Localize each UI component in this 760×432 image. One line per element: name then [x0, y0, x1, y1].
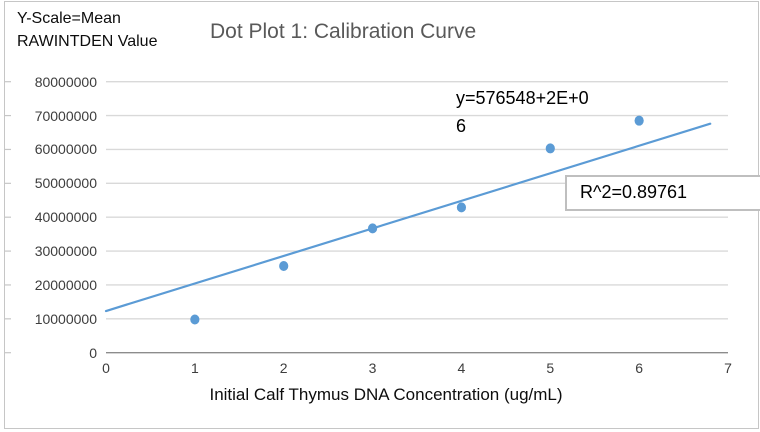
- y-tick-label-20000000: 20000000: [34, 276, 97, 293]
- data-point-x3[interactable]: [367, 223, 378, 234]
- r-squared-textbox[interactable]: R^2=0.89761: [565, 175, 760, 211]
- y-scale-note-line2: RAWINTDEN Value: [17, 33, 158, 50]
- y-tick-label-30000000: 30000000: [34, 243, 97, 260]
- x-tick-label-4: 4: [457, 360, 466, 376]
- r-squared-value: R^2=0.89761: [580, 182, 688, 202]
- y-scale-note-line1: Y-Scale=Mean: [17, 10, 121, 27]
- x-tick-label-2: 2: [279, 360, 288, 376]
- y-tick-label-0: 0: [89, 344, 97, 361]
- x-tick-label-1: 1: [190, 360, 199, 376]
- data-point-x6[interactable]: [634, 115, 644, 126]
- equation-line1: y=576548+2E+0: [456, 88, 589, 108]
- x-axis-title[interactable]: Initial Calf Thymus DNA Concentration (u…: [209, 385, 563, 404]
- chart-border: [4, 1, 759, 429]
- x-tick-label-0: 0: [102, 360, 110, 376]
- x-tick-label-7: 7: [724, 360, 732, 376]
- y-tick-label-70000000: 70000000: [34, 107, 97, 124]
- data-point-x1[interactable]: [190, 314, 200, 325]
- data-point-x4[interactable]: [456, 202, 467, 213]
- y-tick-label-60000000: 60000000: [34, 141, 97, 158]
- x-tick-label-5: 5: [546, 360, 555, 376]
- y-tick-label-40000000: 40000000: [34, 209, 97, 226]
- y-tick-label-80000000: 80000000: [34, 73, 97, 90]
- x-tick-label-3: 3: [368, 360, 377, 376]
- equation-line2: 6: [456, 116, 467, 136]
- data-point-x5[interactable]: [545, 143, 555, 154]
- x-tick-label-6: 6: [635, 360, 644, 376]
- trendline-equation-label[interactable]: y=576548+2E+0 6: [456, 84, 646, 140]
- data-point-x2[interactable]: [279, 260, 289, 271]
- y-scale-note: Y-Scale=Mean RAWINTDEN Value: [17, 7, 157, 53]
- y-tick-label-10000000: 10000000: [34, 310, 97, 327]
- trendline[interactable]: [104, 122, 712, 313]
- chart-title[interactable]: Dot Plot 1: Calibration Curve: [210, 20, 477, 43]
- y-tick-label-50000000: 50000000: [34, 175, 97, 192]
